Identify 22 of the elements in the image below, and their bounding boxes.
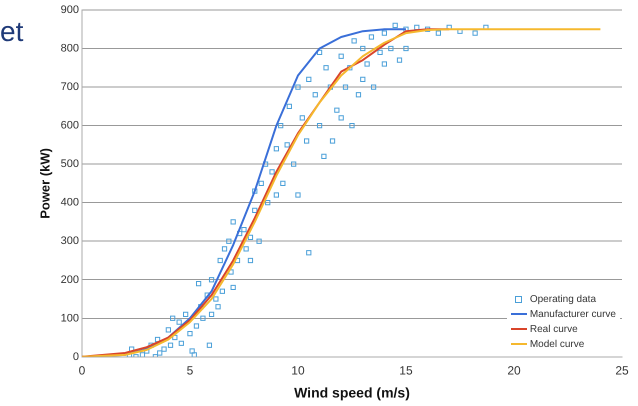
- legend-label: Real curve: [530, 322, 578, 337]
- x-tick-label: 5: [186, 363, 194, 378]
- y-tick-label: 200: [60, 274, 79, 286]
- legend-label: Model curve: [530, 338, 584, 352]
- text: et: [0, 16, 24, 48]
- y-tick-label: 600: [60, 120, 79, 132]
- y-tick-label: 900: [60, 4, 79, 16]
- x-tick-label: 25: [615, 363, 629, 378]
- legend-label: Operating data: [530, 292, 596, 307]
- x-tick-label: 20: [507, 363, 521, 378]
- y-axis-title: Power (kW): [37, 148, 52, 219]
- y-tick-label: 500: [60, 158, 79, 170]
- y-tick-label: 400: [60, 196, 79, 209]
- y-tick-label: 800: [60, 42, 79, 55]
- y-tick-label: 300: [60, 235, 79, 248]
- y-tick-label: 100: [60, 312, 79, 324]
- y-tick-label: 700: [60, 81, 79, 94]
- legend-label: Manufacturer curve: [530, 308, 616, 322]
- x-axis-title: Wind speed (m/s): [294, 384, 410, 400]
- x-tick-label: 10: [291, 363, 305, 378]
- x-tick-label: 15: [399, 363, 413, 378]
- y-tick-label: 0: [72, 350, 79, 363]
